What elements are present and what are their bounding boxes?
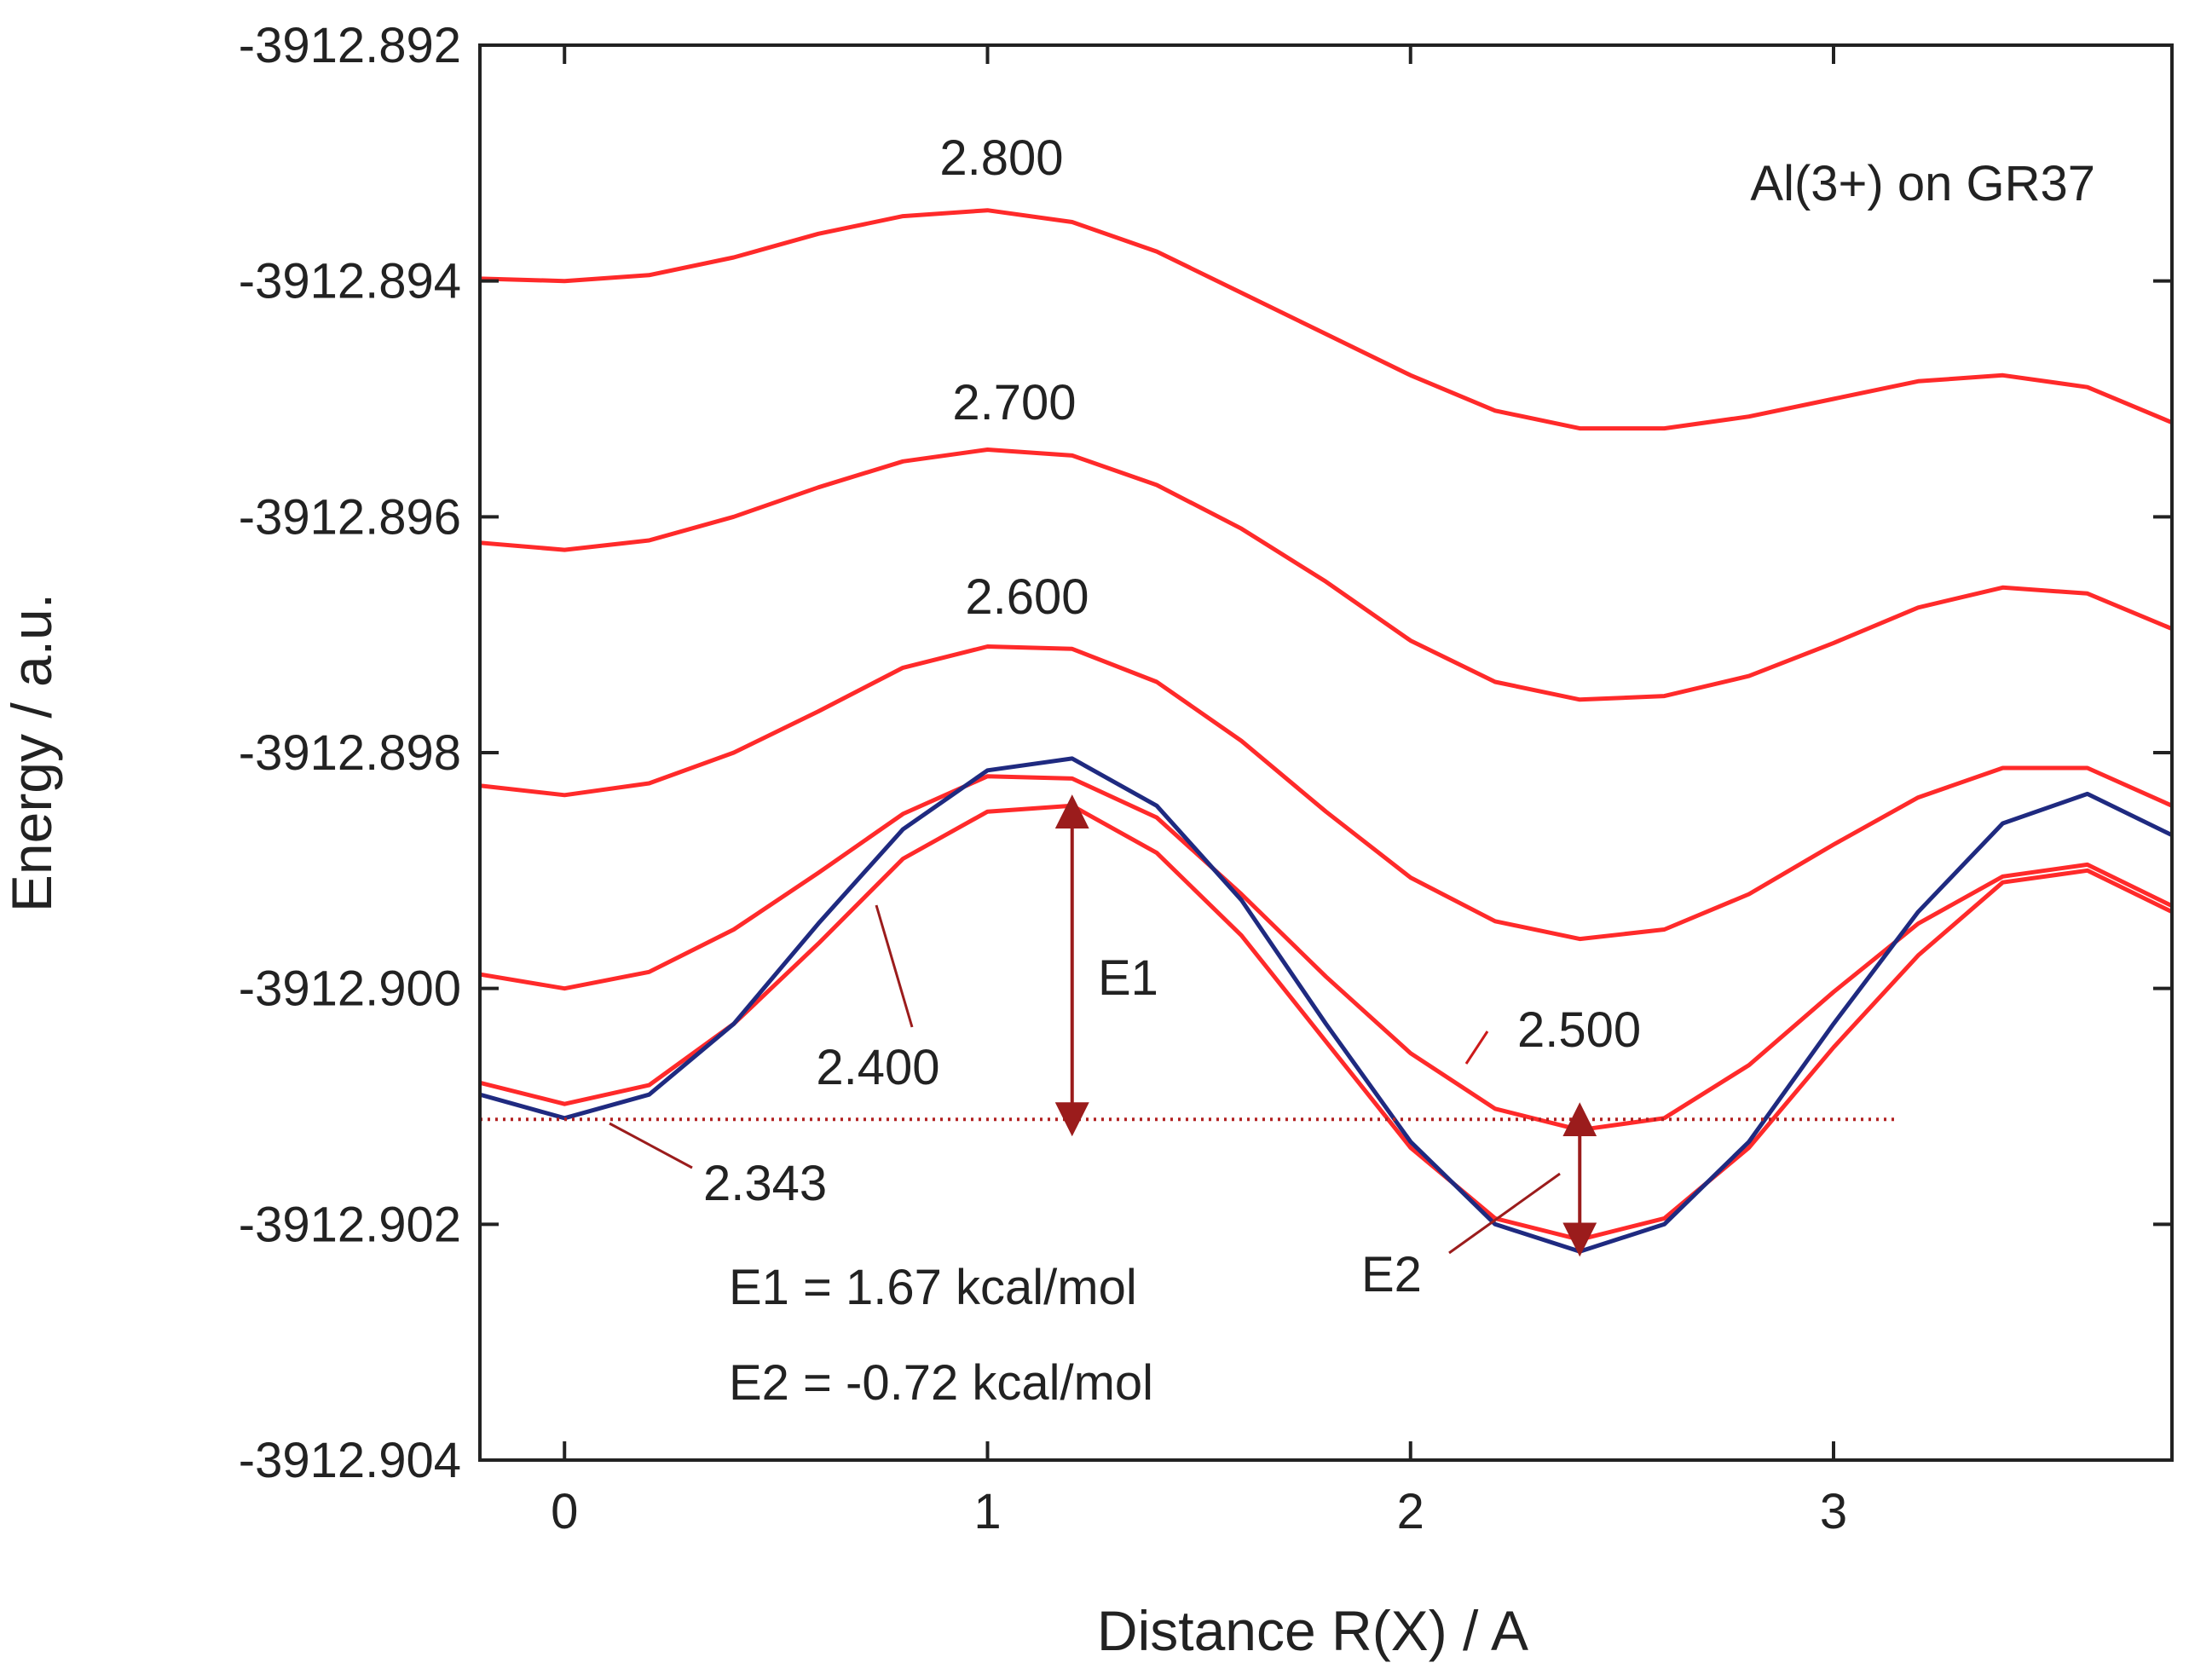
series-label-2.343: 2.343 bbox=[703, 1156, 827, 1211]
x-tick-label: 0 bbox=[551, 1484, 578, 1539]
series-label-2.600: 2.600 bbox=[965, 569, 1089, 625]
y-tick-label: -3912.902 bbox=[239, 1197, 461, 1252]
y-axis-title: Energy / a.u. bbox=[0, 593, 63, 912]
y-tick-label: -3912.900 bbox=[239, 961, 461, 1017]
system-label: Al(3+) on GR37 bbox=[1750, 156, 2095, 211]
y-tick-label: -3912.896 bbox=[239, 489, 461, 545]
series-line-2.800 bbox=[480, 208, 2172, 431]
y-tick-label: -3912.904 bbox=[239, 1433, 461, 1488]
series-line-2.700 bbox=[480, 447, 2172, 702]
series-line-2.400 bbox=[480, 803, 2172, 1242]
leader-line-2.500 bbox=[1464, 1031, 1489, 1065]
x-tick-label: 2 bbox=[1397, 1484, 1424, 1539]
x-tick-label: 1 bbox=[973, 1484, 1001, 1539]
e2-label: E2 bbox=[1361, 1247, 1422, 1302]
e1-value-text: E1 = 1.67 kcal/mol bbox=[729, 1260, 1137, 1315]
series-label-2.800: 2.800 bbox=[939, 130, 1063, 186]
x-tick-label: 3 bbox=[1820, 1484, 1847, 1539]
e1-label: E1 bbox=[1098, 950, 1158, 1006]
y-tick-label: -3912.894 bbox=[239, 254, 461, 309]
series-label-2.500: 2.500 bbox=[1517, 1002, 1641, 1058]
leader-line-2.400 bbox=[875, 904, 914, 1028]
e2-value-text: E2 = -0.72 kcal/mol bbox=[729, 1355, 1153, 1411]
leader-line-e2 bbox=[1448, 1172, 1561, 1255]
series-line-2.600 bbox=[480, 644, 2172, 942]
y-tick-label: -3912.898 bbox=[239, 725, 461, 781]
x-axis-title: Distance R(X) / A bbox=[1097, 1599, 1528, 1662]
series-label-2.700: 2.700 bbox=[952, 375, 1076, 430]
y-tick-label: -3912.892 bbox=[239, 18, 461, 73]
series-layer bbox=[480, 208, 2172, 1254]
tick-layer: 0 1 2 3 -3912.904 -3912.902 -3912.900 -3912.898… bbox=[239, 18, 2172, 1539]
series-label-2.400: 2.400 bbox=[816, 1040, 939, 1095]
arrow-layer bbox=[1054, 794, 1597, 1257]
series-line-2.343 bbox=[480, 756, 2172, 1254]
leader-line-2.343 bbox=[609, 1122, 693, 1169]
